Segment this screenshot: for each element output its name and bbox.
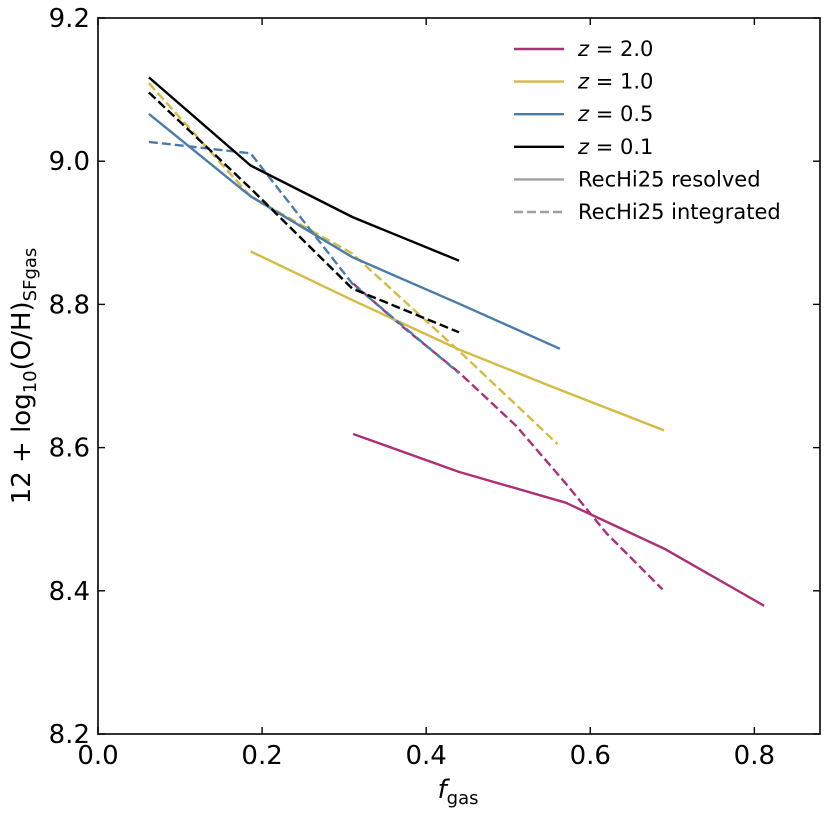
x-axis-title: fgas bbox=[438, 775, 479, 809]
x-tick-label-4: 0.8 bbox=[734, 741, 775, 771]
legend-label-var-2: z bbox=[577, 102, 590, 126]
series-layer bbox=[148, 76, 765, 607]
x-tick-label-0: 0.0 bbox=[77, 741, 118, 771]
y-axis-title-mid: (O/H) bbox=[7, 301, 37, 370]
series-line-1 bbox=[352, 282, 664, 591]
y-tick-label-1: 8.4 bbox=[49, 577, 90, 607]
y-tick-label-0: 8.2 bbox=[49, 720, 90, 750]
y-tick-label-4: 9.0 bbox=[49, 147, 90, 177]
series-line-5 bbox=[148, 140, 460, 375]
series-line-6 bbox=[148, 76, 460, 262]
x-tick-label-2: 0.4 bbox=[406, 741, 447, 771]
legend-label-text-1: = 1.0 bbox=[589, 70, 653, 94]
legend-label-2: z = 0.5 bbox=[577, 102, 653, 126]
series-line-0 bbox=[352, 432, 765, 607]
x-axis-title-sub: gas bbox=[447, 788, 479, 809]
legend-label-0: z = 2.0 bbox=[577, 37, 653, 61]
legend-label-4: RecHi25 resolved bbox=[578, 167, 761, 191]
series-line-4 bbox=[148, 112, 561, 350]
legend-label-5: RecHi25 integrated bbox=[578, 200, 781, 224]
plot-frame bbox=[97, 17, 821, 735]
y-axis-title-sub2: SFgas bbox=[20, 248, 41, 302]
legend-label-text-5: RecHi25 integrated bbox=[578, 200, 781, 224]
y-axis-title: 12 + log10(O/H)SFgas bbox=[7, 248, 41, 505]
legend-label-text-4: RecHi25 resolved bbox=[578, 167, 761, 191]
y-tick-label-2: 8.6 bbox=[49, 434, 90, 464]
y-axis-title-prefix: 12 + log bbox=[7, 393, 37, 504]
x-tick-label-3: 0.6 bbox=[570, 741, 611, 771]
legend-label-var-3: z bbox=[577, 135, 590, 159]
y-axis-title-sub1: 10 bbox=[20, 370, 41, 393]
legend-label-text-2: = 0.5 bbox=[589, 102, 653, 126]
legend-label-1: z = 1.0 bbox=[577, 70, 653, 94]
legend-label-text-0: = 2.0 bbox=[589, 37, 653, 61]
x-tick-label-1: 0.2 bbox=[241, 741, 282, 771]
axes-layer: 0.0 0.2 0.4 0.6 0.8 8.2 8.4 8.6 8.8 9.0 9.2 bbox=[49, 4, 821, 771]
y-tick-label-5: 9.2 bbox=[49, 4, 90, 34]
series-line-2 bbox=[250, 250, 665, 432]
series-line-7 bbox=[148, 91, 460, 334]
y-tick-label-3: 8.8 bbox=[49, 290, 90, 320]
legend-label-var-0: z bbox=[577, 37, 590, 61]
legend-label-3: z = 0.1 bbox=[577, 135, 653, 159]
legend-label-text-3: = 0.1 bbox=[589, 135, 653, 159]
legend-label-var-1: z bbox=[577, 70, 590, 94]
series-line-3 bbox=[148, 82, 559, 445]
